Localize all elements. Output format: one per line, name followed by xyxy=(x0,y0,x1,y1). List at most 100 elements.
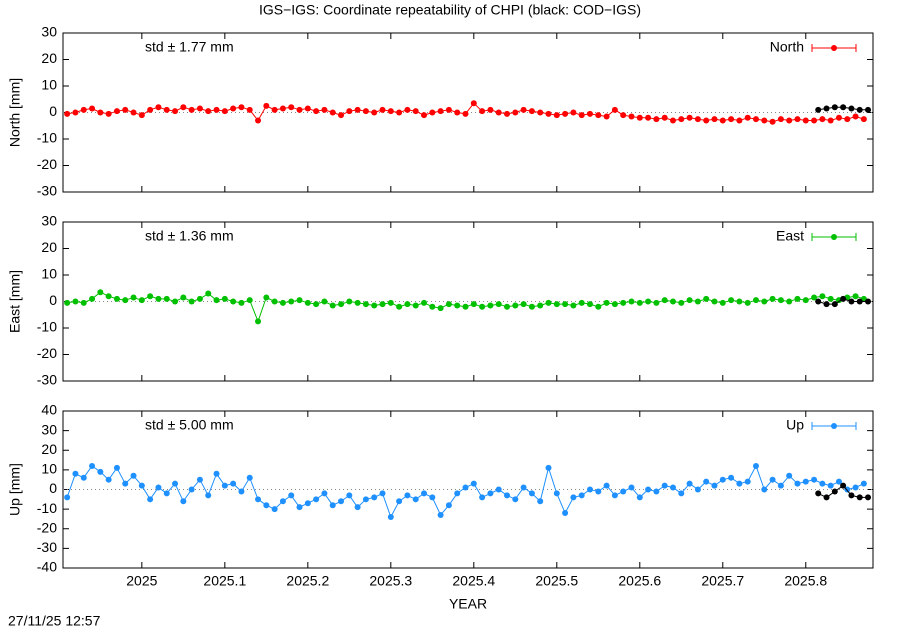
data-point xyxy=(570,494,577,501)
data-point xyxy=(313,108,320,115)
data-point xyxy=(445,106,452,113)
data-point xyxy=(329,109,336,116)
data-point xyxy=(404,301,411,308)
data-point xyxy=(263,102,270,109)
data-point xyxy=(512,496,519,503)
data-point xyxy=(404,106,411,113)
data-point xyxy=(802,117,809,124)
data-point xyxy=(155,295,162,302)
data-point xyxy=(703,117,710,124)
data-point xyxy=(64,494,71,501)
y-tick-label: -40 xyxy=(37,559,57,575)
data-point xyxy=(221,482,228,489)
data-point xyxy=(586,486,593,493)
data-point xyxy=(611,492,618,499)
data-point xyxy=(172,480,179,487)
data-point xyxy=(827,482,834,489)
y-tick-label: 10 xyxy=(41,77,57,93)
data-point xyxy=(89,105,96,112)
data-point xyxy=(437,512,444,519)
data-point xyxy=(562,110,569,117)
data-point xyxy=(188,106,195,113)
data-point xyxy=(288,298,295,305)
data-point xyxy=(421,490,428,497)
data-point xyxy=(487,490,494,497)
data-point xyxy=(728,116,735,123)
data-point xyxy=(495,109,502,116)
data-point xyxy=(636,114,643,121)
y-tick-label: -20 xyxy=(37,345,57,361)
annotation: std ± 5.00 mm xyxy=(145,417,234,433)
data-point xyxy=(163,106,170,113)
data-point xyxy=(288,492,295,499)
y-tick-label: 10 xyxy=(41,461,57,477)
data-point xyxy=(304,105,311,112)
data-point xyxy=(578,492,585,499)
data-point xyxy=(856,494,863,501)
x-tick-label: 2025.8 xyxy=(784,573,827,589)
chart-title: IGS−IGS: Coordinate repeatability of CHP… xyxy=(259,2,641,18)
data-point xyxy=(296,504,303,511)
y-tick-label: 20 xyxy=(41,441,57,457)
data-point xyxy=(462,110,469,117)
data-point xyxy=(338,112,345,119)
data-point xyxy=(313,496,320,503)
data-point xyxy=(728,297,735,304)
data-point xyxy=(396,303,403,310)
data-point xyxy=(769,295,776,302)
data-point xyxy=(711,116,718,123)
data-point xyxy=(628,113,635,120)
data-point xyxy=(831,104,838,111)
y-tick-label: 0 xyxy=(49,480,57,496)
data-point xyxy=(815,490,822,497)
data-point xyxy=(815,298,822,305)
data-point xyxy=(479,108,486,115)
data-point xyxy=(89,295,96,302)
data-point xyxy=(545,464,552,471)
data-point xyxy=(271,298,278,305)
data-point xyxy=(831,488,838,495)
data-point xyxy=(172,108,179,115)
data-point xyxy=(163,295,170,302)
data-point xyxy=(130,294,137,301)
data-point xyxy=(445,502,452,509)
data-point xyxy=(865,298,872,305)
data-point xyxy=(694,116,701,123)
y-tick-label: -10 xyxy=(37,130,57,146)
data-point xyxy=(595,112,602,119)
legend-marker xyxy=(831,423,837,429)
data-point xyxy=(777,482,784,489)
data-point xyxy=(595,303,602,310)
data-point xyxy=(744,478,751,485)
data-point xyxy=(678,116,685,123)
x-tick-label: 2025 xyxy=(126,573,157,589)
data-point xyxy=(504,303,511,310)
data-point xyxy=(528,303,535,310)
data-point xyxy=(752,462,759,469)
data-point xyxy=(620,299,627,306)
data-point xyxy=(578,299,585,306)
data-point xyxy=(196,476,203,483)
data-point xyxy=(379,490,386,497)
x-axis-label: YEAR xyxy=(449,596,487,612)
data-point xyxy=(147,293,154,300)
data-point xyxy=(495,301,502,308)
data-point xyxy=(860,480,867,487)
data-point xyxy=(470,480,477,487)
data-point xyxy=(479,303,486,310)
data-point xyxy=(279,498,286,505)
data-point xyxy=(537,302,544,309)
data-point xyxy=(304,500,311,507)
data-point xyxy=(852,113,859,120)
data-point xyxy=(628,484,635,491)
data-point xyxy=(338,498,345,505)
data-point xyxy=(429,109,436,116)
data-point xyxy=(205,108,212,115)
data-point xyxy=(130,472,137,479)
data-point xyxy=(263,294,270,301)
data-point xyxy=(603,113,610,120)
data-point xyxy=(255,496,262,503)
data-point xyxy=(396,498,403,505)
data-point xyxy=(180,498,187,505)
